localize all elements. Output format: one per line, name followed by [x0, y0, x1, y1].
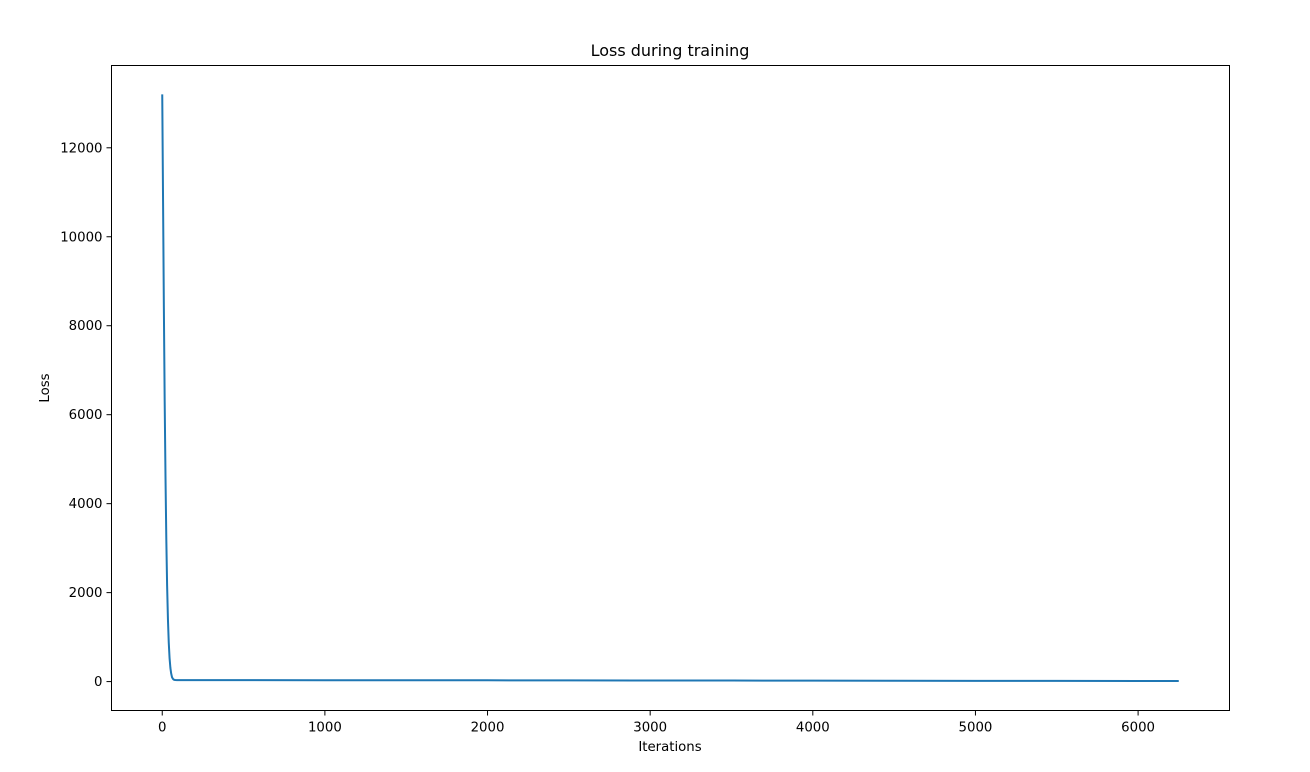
y-tick-label: 12000	[60, 141, 102, 156]
x-tick-label: 1000	[308, 721, 342, 736]
x-tick-label: 3000	[633, 721, 667, 736]
loss-series-line	[161, 94, 1179, 682]
y-tick-label: 0	[94, 675, 102, 690]
x-axis: 0 1000 2000 3000 4000 5000 6000	[158, 710, 1155, 736]
y-tick-label: 4000	[69, 497, 103, 512]
y-tick-label: 8000	[69, 319, 103, 334]
x-tick-label: 2000	[471, 721, 505, 736]
y-axis-label: Loss	[38, 373, 53, 402]
x-axis-label: Iterations	[638, 740, 701, 755]
x-tick-label: 5000	[959, 721, 993, 736]
plot-area	[161, 94, 1179, 682]
chart-title: Loss during training	[591, 41, 750, 60]
x-tick-label: 0	[158, 721, 166, 736]
y-axis: 0 2000 4000 6000 8000 10000 12000	[60, 141, 112, 690]
x-tick-label: 4000	[796, 721, 830, 736]
x-tick-label: 6000	[1121, 721, 1155, 736]
y-tick-label: 2000	[69, 586, 103, 601]
y-tick-label: 6000	[69, 408, 103, 423]
y-tick-label: 10000	[60, 230, 102, 245]
axes-frame	[111, 65, 1230, 711]
